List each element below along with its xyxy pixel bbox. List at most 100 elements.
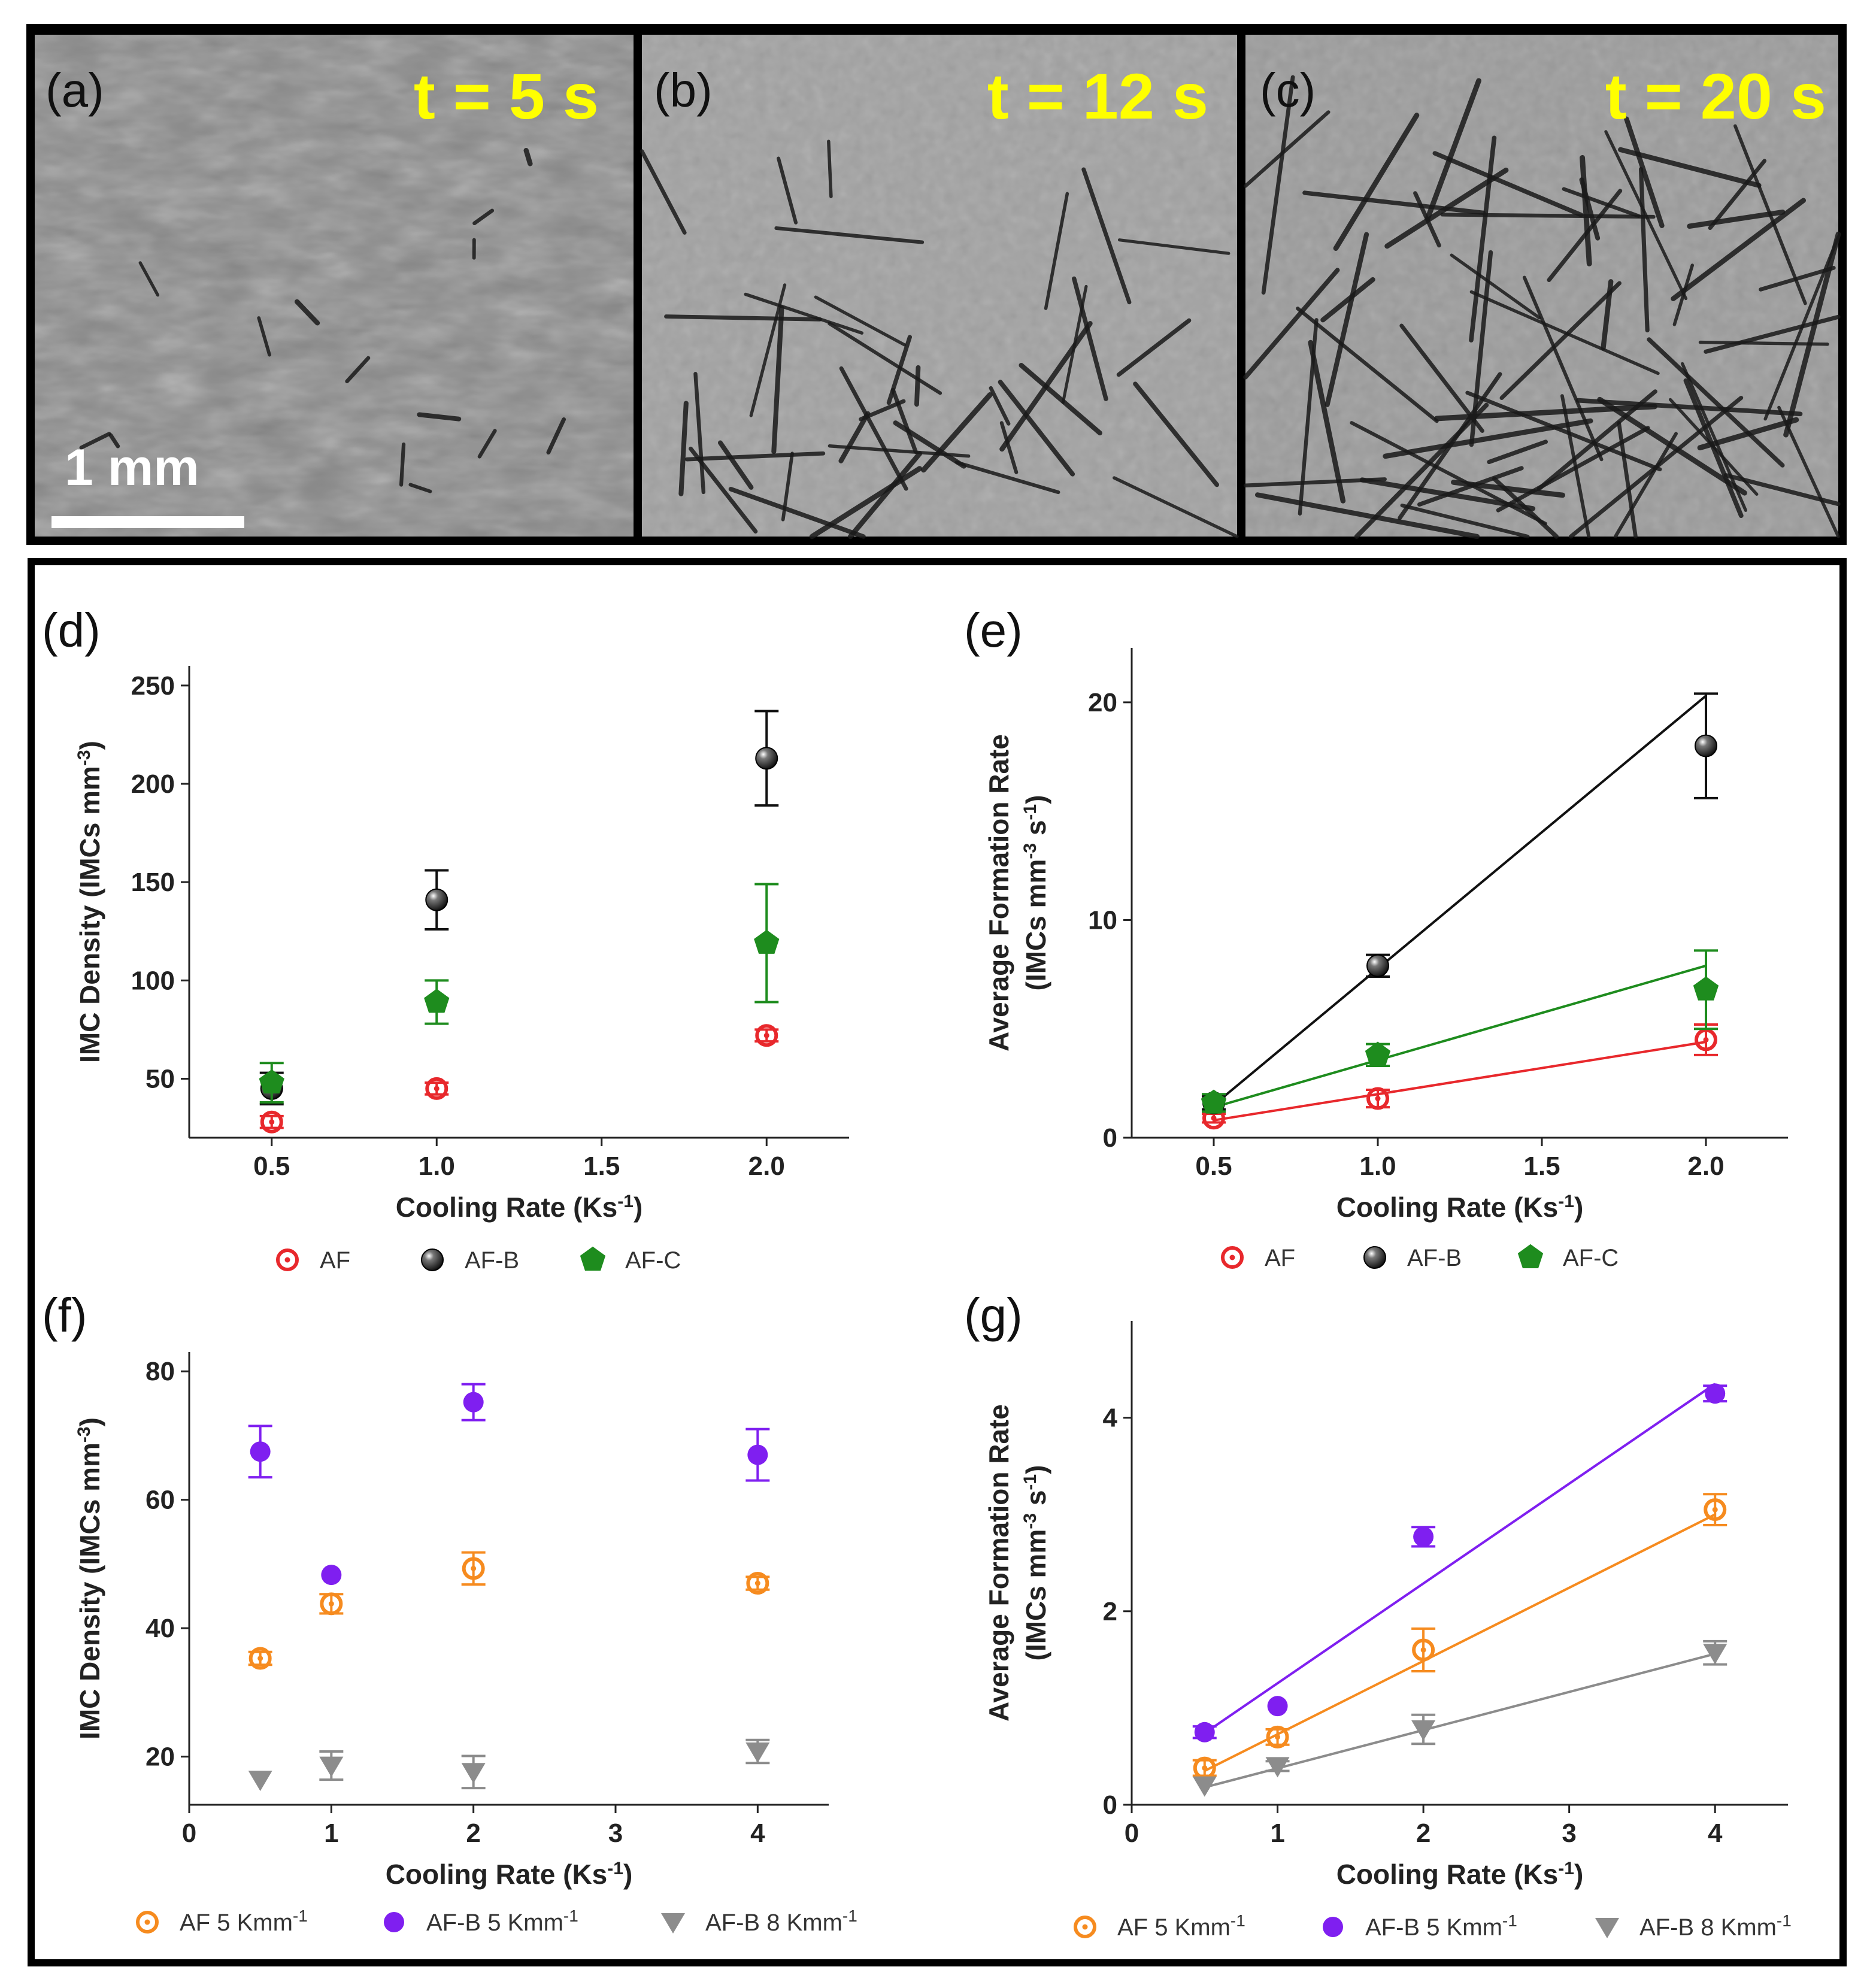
needle xyxy=(1081,167,1132,305)
x-axis-title-d: Cooling Rate (Ks-1) xyxy=(396,1192,643,1223)
needle xyxy=(1399,323,1484,433)
needle xyxy=(1697,417,1799,451)
needles-c xyxy=(1243,75,1841,540)
needle xyxy=(1302,190,1486,216)
data-point-d xyxy=(259,1069,284,1094)
data-point-g-center xyxy=(1420,1647,1426,1653)
x-axis-title-g: Cooling Rate (Ks-1) xyxy=(1336,1859,1584,1890)
y-tick-label-g: 2 xyxy=(1103,1597,1117,1626)
chart-g: (g) 0 1 2 3 4 0 2 4 Cooling Rate (Ks-1) Average Fo… xyxy=(964,1289,1792,1941)
scale-bar xyxy=(51,516,244,528)
x-tick-label-g: 2 xyxy=(1416,1819,1430,1848)
needle xyxy=(839,366,908,491)
panel-label-f: (f) xyxy=(42,1289,87,1342)
panel-label-c: (c) xyxy=(1260,63,1316,117)
legend-marker-g xyxy=(1074,1916,1096,1938)
x-tick-label-d: 1.0 xyxy=(419,1151,455,1181)
data-point-g xyxy=(1413,1526,1434,1547)
needle xyxy=(294,299,320,326)
data-point-f xyxy=(461,1763,486,1784)
needle xyxy=(1687,209,1786,229)
needle xyxy=(728,487,866,539)
time-label-b: t = 12 s xyxy=(987,60,1208,132)
data-point-g xyxy=(1194,1722,1215,1742)
y-axis-title-e: Average Formation Rate xyxy=(983,734,1014,1051)
data-point-d-outer xyxy=(425,1077,448,1100)
data-point-g xyxy=(1412,1638,1435,1662)
data-point-f-outer xyxy=(320,1592,343,1616)
x-tick-label-e: 2.0 xyxy=(1687,1151,1724,1181)
chart-f: (f) 0 1 2 3 4 20 40 60 80 Cooling Rate (Ks-1) IMC D… xyxy=(42,1289,857,1936)
legend-marker-f xyxy=(661,1913,685,1934)
needle xyxy=(1469,250,1493,447)
data-point-e xyxy=(1695,734,1717,757)
needle xyxy=(640,149,687,235)
needle xyxy=(1579,177,1601,241)
needle xyxy=(999,421,1019,474)
data-point-d-outer xyxy=(755,1024,778,1047)
legend-marker-e-center xyxy=(1229,1254,1235,1260)
needle xyxy=(848,451,923,540)
needle xyxy=(1450,253,1541,320)
needle xyxy=(989,386,1011,426)
needle xyxy=(890,387,918,454)
needle xyxy=(1243,110,1331,188)
needle xyxy=(1413,191,1441,248)
y-tick-label-d: 150 xyxy=(131,868,175,897)
legend-label-f: AF-B 5 Kmm-1 xyxy=(426,1907,578,1937)
data-point-f-center xyxy=(754,1580,760,1586)
legend-marker-d xyxy=(580,1246,606,1271)
data-point-g-outer xyxy=(1412,1638,1435,1662)
legend-marker-d-outer xyxy=(276,1248,299,1271)
legend-marker-f-center xyxy=(144,1919,150,1925)
needle xyxy=(1671,198,1807,302)
legend-marker-g xyxy=(1323,1917,1343,1937)
fit-line-g xyxy=(1204,1513,1716,1772)
legend-label-g: AF-B 5 Kmm-1 xyxy=(1365,1911,1517,1941)
data-point-d-center xyxy=(269,1119,275,1125)
scale-bar-label: 1 mm xyxy=(65,439,199,496)
data-point-f-outer xyxy=(248,1647,272,1670)
legend-label-g: AF 5 Kmm-1 xyxy=(1117,1911,1245,1941)
data-point-d-outer xyxy=(260,1110,283,1134)
data-point-d xyxy=(424,989,450,1013)
x-axis-title-f: Cooling Rate (Ks-1) xyxy=(386,1859,633,1890)
data-point-d xyxy=(755,1024,778,1047)
needle xyxy=(693,372,706,495)
needle xyxy=(1116,318,1192,377)
needle xyxy=(1492,476,1559,539)
needle xyxy=(1613,432,1678,538)
data-point-d xyxy=(755,747,778,770)
needle xyxy=(1672,263,1695,326)
needle xyxy=(1698,340,1829,346)
needle xyxy=(664,314,822,322)
data-point-e xyxy=(1693,976,1719,1001)
x-tick-label-f: 1 xyxy=(324,1819,338,1848)
legend-marker-f-outer xyxy=(136,1911,159,1934)
needle xyxy=(781,451,794,522)
needle xyxy=(1417,466,1524,507)
data-point-f-outer xyxy=(746,1572,769,1595)
needle xyxy=(1117,238,1231,255)
needle xyxy=(108,433,120,448)
x-tick-label-g: 4 xyxy=(1708,1819,1723,1848)
needle xyxy=(1496,426,1650,513)
y-tick-label-e: 0 xyxy=(1103,1123,1117,1153)
needle xyxy=(138,261,160,297)
legend-label-d: AF xyxy=(320,1247,350,1274)
needle xyxy=(717,440,754,490)
needle xyxy=(1681,362,1748,512)
y-tick-label-d: 100 xyxy=(131,966,175,995)
needle xyxy=(1320,277,1375,323)
data-point-g xyxy=(1267,1696,1288,1717)
data-point-g-outer xyxy=(1704,1498,1727,1522)
needle xyxy=(1440,213,1656,219)
needle xyxy=(1487,440,1548,465)
legend-label-d: AF-B xyxy=(465,1247,519,1274)
needle xyxy=(1133,381,1220,487)
fit-line-e xyxy=(1213,1041,1707,1122)
data-point-f xyxy=(462,1557,485,1580)
needle xyxy=(1425,78,1481,222)
data-point-g xyxy=(1411,1720,1436,1741)
x-tick-label-g: 1 xyxy=(1270,1819,1284,1848)
